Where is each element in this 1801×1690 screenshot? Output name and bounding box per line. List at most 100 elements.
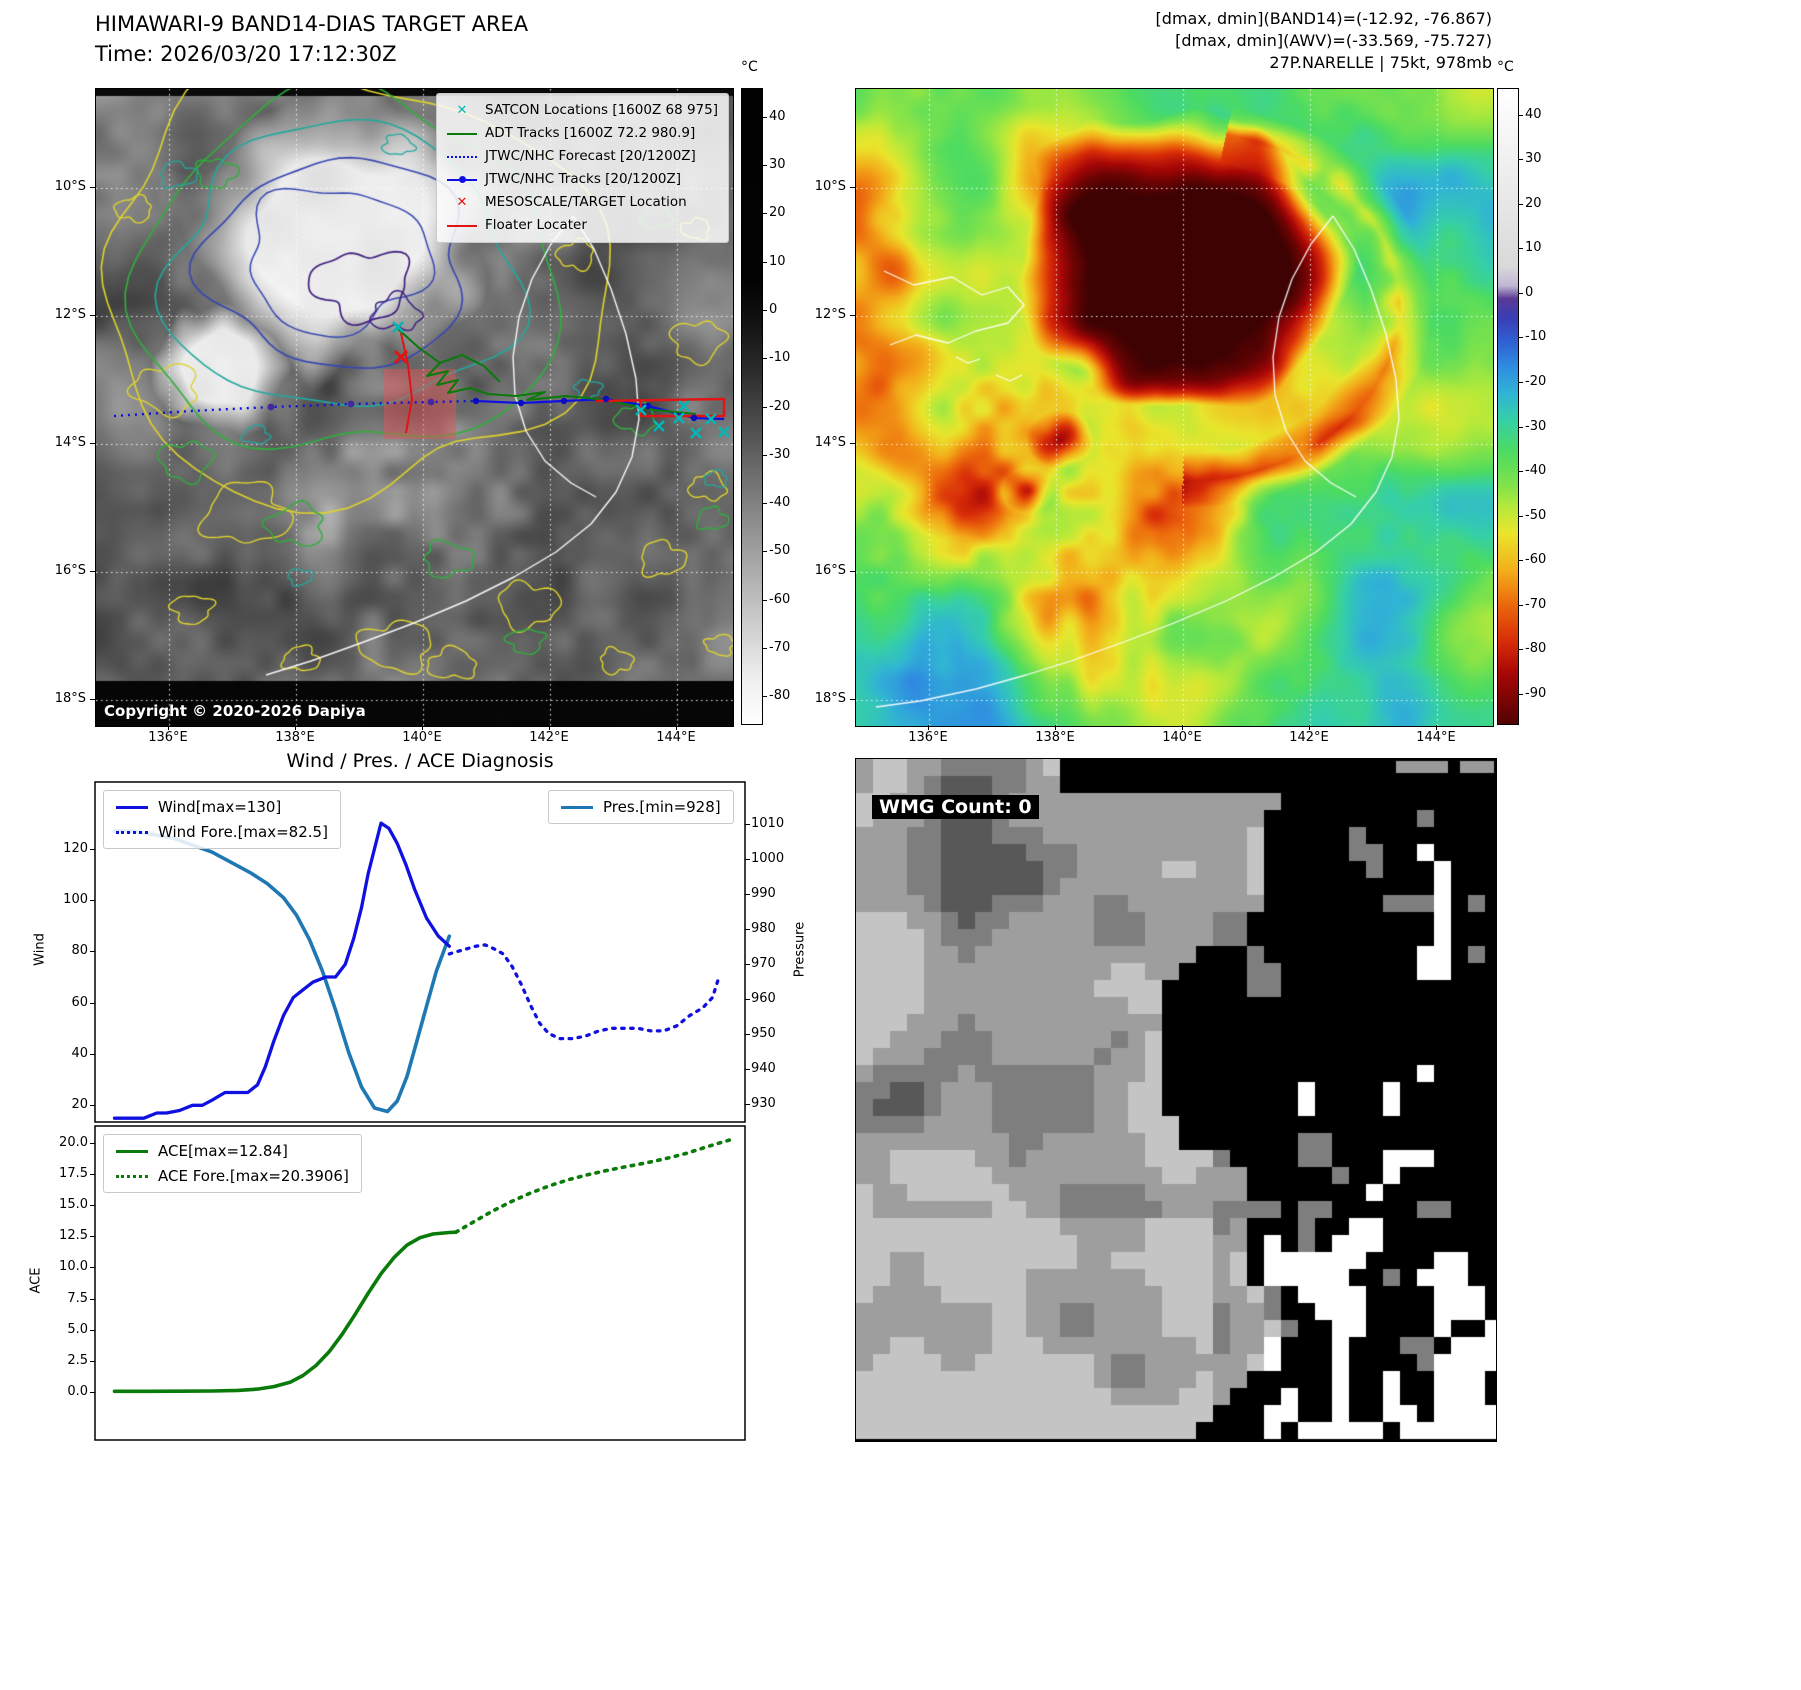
wind-ytick: 120 [63,840,88,856]
info-dmax-band14: [dmax, dmin](BAND14)=(-12.92, -76.867) [1155,9,1492,28]
forecast-point [427,398,435,406]
tick-mark [763,503,767,504]
tick-mark [745,964,750,966]
map-legend-label: JTWC/NHC Forecast [20/1200Z] [485,148,696,164]
awv-colorbar-tick: 20 [1525,195,1542,211]
map-legend: ✕ SATCON Locations [1600Z 68 975] ADT Trac… [436,93,729,243]
wind-legend-item-fore: Wind Fore.[max=82.5] [116,823,328,841]
pressure-ytick: 930 [751,1096,776,1112]
map-legend-label: SATCON Locations [1600Z 68 975] [485,102,718,118]
tick-mark [763,599,767,601]
ace-ytick: 12.5 [59,1228,88,1244]
series-Wind Fore.[max=82.5] [447,943,721,1041]
tick-mark [90,1002,95,1004]
tick-mark [850,443,855,444]
ace-ytick: 10.0 [59,1259,88,1275]
pressure-ytick: 990 [751,886,776,902]
band14-time: Time: 2026/03/20 17:12:30Z [95,42,397,66]
tick-mark [1519,560,1523,562]
wmg-count-label: WMG Count: 0 [872,795,1039,819]
ace-legend-item-fore: ACE Fore.[max=20.3906] [116,1167,349,1185]
awv-colorbar-tick: -60 [1525,552,1547,568]
tick-mark [1519,159,1523,161]
lon-tick-right: 144°E [1416,730,1456,745]
tick-mark [90,1205,95,1207]
jtwc-track-point [602,395,610,403]
tick-mark [763,165,767,167]
awv-colorbar-tick: -20 [1525,374,1547,389]
satcon-location-marker [705,413,717,425]
band14-title: HIMAWARI-9 BAND14-DIAS TARGET AREA [95,12,529,36]
wind-ytick: 80 [71,943,88,959]
tick-mark [1309,725,1310,730]
tick-mark [763,213,767,215]
tick-mark [763,647,767,649]
band14-colorbar-tick: -60 [769,591,791,607]
map-legend-label: JTWC/NHC Tracks [20/1200Z] [485,171,682,187]
mesoscale-target-box [384,369,456,439]
lat-tick-left: 10°S [54,179,86,194]
line-with-dot-icon [447,173,477,187]
series-ACE[max=12.84] [112,1230,458,1394]
ace-ytick: 0.0 [67,1383,88,1399]
wind-legend-label-fore: Wind Fore.[max=82.5] [158,823,328,841]
lon-tick-right: 138°E [1035,730,1075,745]
tick-mark [1436,725,1437,730]
copyright-text: Copyright © 2020-2026 Dapiya [104,702,366,720]
tick-mark [168,725,169,730]
ace-ytick: 15.0 [59,1197,88,1213]
tick-mark [1519,114,1523,116]
tick-mark [295,725,296,730]
mesoscale-target-marker [393,349,409,365]
jtwc-track-point [690,414,698,422]
tick-mark [763,358,767,360]
awv-colorbar-tick: -40 [1525,463,1547,479]
tick-mark [928,725,929,730]
tick-mark [422,725,423,730]
wind-legend-item-obs: Wind[max=130] [116,798,328,816]
tick-mark [90,315,95,316]
ace-ytick: 5.0 [67,1321,88,1337]
awv-colorbar-tick: 0 [1525,284,1534,300]
wind-axis-label: Wind [32,933,48,966]
wind-dotted-line-icon [116,830,148,834]
satcon-location-marker [690,427,702,439]
tick-mark [745,859,750,861]
ace-ytick: 7.5 [67,1290,88,1306]
x-marker-icon: ✕ [456,103,468,118]
pressure-legend: Pres.[min=928] [548,790,734,824]
tick-mark [745,1104,750,1106]
tick-mark [676,725,677,730]
ace-solid-line-icon [116,1149,148,1153]
wind-legend-label-obs: Wind[max=130] [158,798,282,816]
map-legend-item: ✕ SATCON Locations [1600Z 68 975] [447,101,718,120]
tick-mark [90,1236,95,1238]
tick-mark [90,1360,95,1362]
diagnosis-title: Wind / Pres. / ACE Diagnosis [286,750,554,772]
map-legend-item: JTWC/NHC Forecast [20/1200Z] [447,147,718,166]
tick-mark [1519,292,1523,294]
ace-ytick: 2.5 [67,1352,88,1368]
tick-mark [1519,382,1523,383]
awv-colorbar-tick: 10 [1525,240,1542,256]
tick-mark [90,443,95,444]
wind-ytick: 100 [63,892,88,908]
band14-colorbar-tick: 0 [769,301,778,317]
forecast-point [267,403,275,411]
band14-colorbar-tick: -80 [769,688,791,704]
pressure-line-icon [561,805,593,809]
lon-tick-right: 142°E [1289,730,1329,745]
series-ACE Fore.[max=20.3906] [454,1136,738,1234]
tick-mark [549,725,550,730]
awv-colorbar-tick: -10 [1525,329,1547,345]
band14-colorbar [741,88,763,725]
line-icon [447,219,477,233]
floater-tail-track [400,332,413,434]
tick-mark [90,1329,95,1331]
tick-mark [763,696,767,698]
band14-colorbar-unit: °C [741,59,758,75]
awv-colorbar-tick: 30 [1525,151,1542,167]
satcon-location-marker [392,321,404,333]
awv-colorbar-tick: -30 [1525,418,1547,434]
